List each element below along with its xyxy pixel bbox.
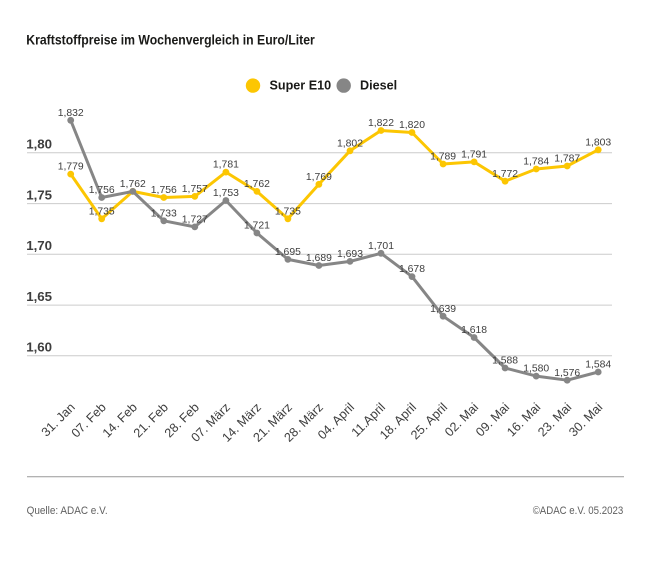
svg-text:1,772: 1,772 — [492, 169, 518, 180]
svg-text:1,832: 1,832 — [58, 108, 84, 119]
svg-text:1,822: 1,822 — [368, 118, 394, 129]
svg-text:1,65: 1,65 — [26, 289, 52, 304]
svg-text:1,735: 1,735 — [275, 206, 301, 217]
svg-text:Diesel: Diesel — [360, 79, 397, 93]
svg-text:Quelle: ADAC e.V.: Quelle: ADAC e.V. — [27, 505, 108, 517]
svg-text:1,762: 1,762 — [120, 179, 146, 190]
svg-text:1,693: 1,693 — [337, 249, 363, 260]
svg-text:1,588: 1,588 — [492, 356, 518, 367]
svg-text:©ADAC e.V. 05.2023: ©ADAC e.V. 05.2023 — [533, 505, 624, 517]
svg-text:1,701: 1,701 — [368, 241, 394, 252]
svg-text:1,727: 1,727 — [182, 215, 208, 226]
svg-text:1,781: 1,781 — [213, 160, 239, 171]
svg-text:1,721: 1,721 — [244, 221, 270, 232]
svg-text:1,762: 1,762 — [244, 179, 270, 190]
svg-text:1,791: 1,791 — [461, 150, 487, 161]
svg-text:1,584: 1,584 — [585, 360, 611, 371]
svg-text:1,733: 1,733 — [151, 208, 177, 219]
svg-text:1,735: 1,735 — [89, 206, 115, 217]
svg-text:1,784: 1,784 — [523, 157, 549, 168]
svg-text:1,820: 1,820 — [399, 120, 425, 131]
svg-text:1,803: 1,803 — [585, 137, 611, 148]
svg-text:1,689: 1,689 — [306, 253, 332, 264]
svg-text:1,787: 1,787 — [554, 154, 580, 165]
svg-text:1,678: 1,678 — [399, 264, 425, 275]
svg-text:1,60: 1,60 — [26, 340, 52, 355]
svg-text:1,576: 1,576 — [554, 368, 580, 379]
svg-text:1,75: 1,75 — [26, 187, 52, 202]
svg-text:1,802: 1,802 — [337, 138, 363, 149]
svg-text:1,80: 1,80 — [26, 137, 52, 152]
svg-text:1,779: 1,779 — [58, 162, 84, 173]
svg-text:1,757: 1,757 — [182, 184, 208, 195]
svg-text:1,70: 1,70 — [26, 238, 52, 253]
svg-text:1,789: 1,789 — [430, 152, 456, 163]
svg-text:1,580: 1,580 — [523, 364, 549, 375]
svg-text:Super E10: Super E10 — [270, 79, 332, 93]
svg-text:1,618: 1,618 — [461, 325, 487, 336]
svg-text:1,695: 1,695 — [275, 247, 301, 258]
svg-text:1,756: 1,756 — [89, 185, 115, 196]
svg-text:1,753: 1,753 — [213, 188, 239, 199]
svg-text:1,769: 1,769 — [306, 172, 332, 183]
svg-text:Kraftstoffpreise im Wochenverg: Kraftstoffpreise im Wochenvergleich in E… — [26, 32, 315, 48]
svg-text:1,756: 1,756 — [151, 185, 177, 196]
svg-text:1,639: 1,639 — [430, 304, 456, 315]
